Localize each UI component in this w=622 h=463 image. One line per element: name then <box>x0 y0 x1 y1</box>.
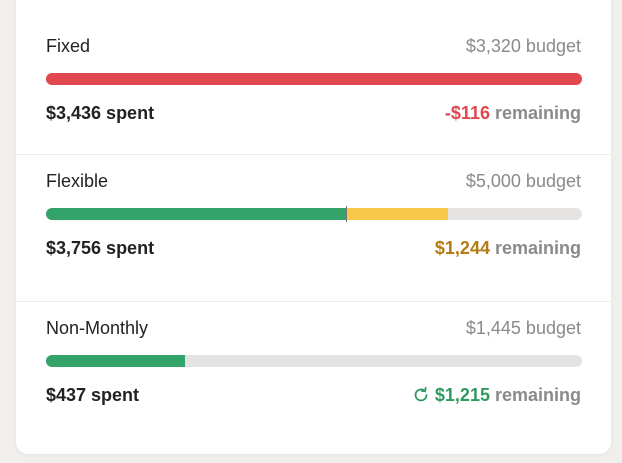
category-header: Non-Monthly $1,445 budget <box>46 316 581 340</box>
refresh-icon <box>412 386 430 404</box>
progress-expected <box>346 208 448 220</box>
progress-spent <box>46 208 347 220</box>
category-fixed[interactable]: Fixed $3,320 budget $3,436 spent -$116 r… <box>16 0 611 133</box>
remaining-amount: -$116 <box>444 102 490 123</box>
category-name: Non-Monthly <box>46 317 149 338</box>
remaining-amount: $1,244 <box>434 237 490 258</box>
remaining-text: $1,244 remaining <box>435 238 581 259</box>
category-name: Fixed <box>46 35 91 56</box>
remaining-label: remaining <box>494 384 581 405</box>
category-header: Flexible $5,000 budget <box>46 169 581 193</box>
remaining-text: -$116 remaining <box>445 103 581 124</box>
category-header: Fixed $3,320 budget <box>46 34 581 58</box>
category-footer: $3,436 spent -$116 remaining <box>46 101 581 125</box>
remaining-label: remaining <box>494 102 581 123</box>
remaining-text: $1,215 remaining <box>412 385 581 406</box>
spent-amount: $437 spent <box>46 384 140 405</box>
progress-spent <box>46 73 582 85</box>
remaining-amount: $1,215 <box>434 384 490 405</box>
category-footer: $437 spent $1,215 remaining <box>46 383 581 407</box>
spent-amount: $3,756 spent <box>46 237 155 258</box>
progress-marker <box>346 206 348 222</box>
remaining-label: remaining <box>494 237 581 258</box>
progress-spent <box>46 355 186 367</box>
category-budget: $3,320 budget <box>465 35 581 56</box>
category-budget: $1,445 budget <box>465 317 581 338</box>
progress-bar <box>46 73 582 85</box>
category-footer: $3,756 spent $1,244 remaining <box>46 236 581 260</box>
category-non-monthly[interactable]: Non-Monthly $1,445 budget $437 spent $1,… <box>16 301 611 449</box>
budget-card: Fixed $3,320 budget $3,436 spent -$116 r… <box>16 0 611 454</box>
spent-amount: $3,436 spent <box>46 102 155 123</box>
category-flexible[interactable]: Flexible $5,000 budget $3,756 spent $1,2… <box>16 154 611 302</box>
progress-bar <box>46 355 582 367</box>
progress-bar <box>46 208 582 220</box>
category-budget: $5,000 budget <box>465 170 581 191</box>
category-name: Flexible <box>46 170 109 191</box>
